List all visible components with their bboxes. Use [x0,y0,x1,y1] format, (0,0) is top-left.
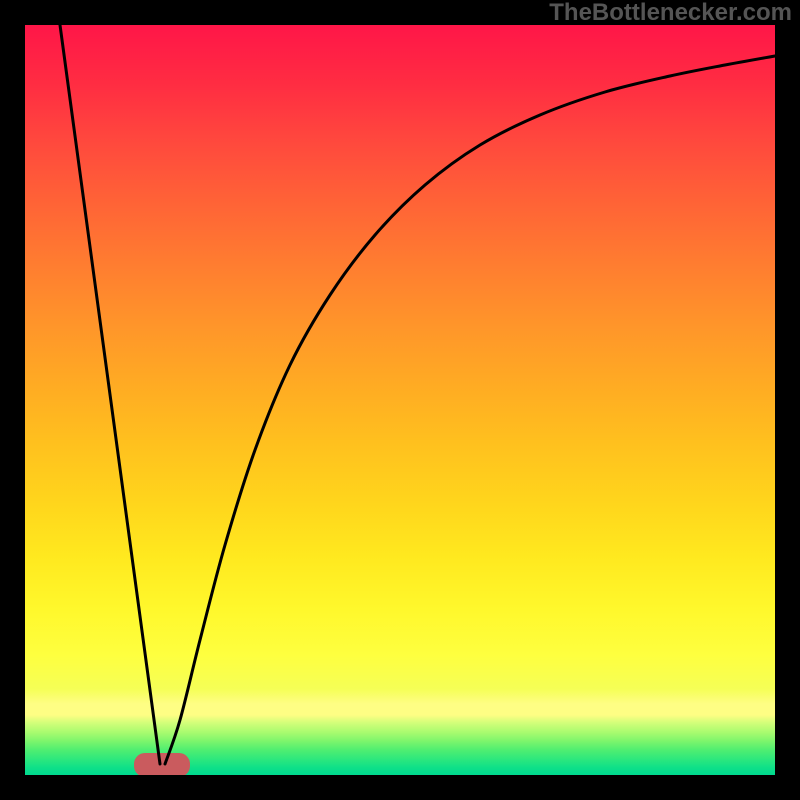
chart-border-left [0,0,25,800]
bottleneck-chart: TheBottlenecker.com [0,0,800,800]
chart-border-bottom [0,775,800,800]
watermark-text: TheBottlenecker.com [549,0,792,26]
bottleneck-marker [135,754,189,776]
chart-border-right [775,0,800,800]
chart-background [25,25,775,775]
